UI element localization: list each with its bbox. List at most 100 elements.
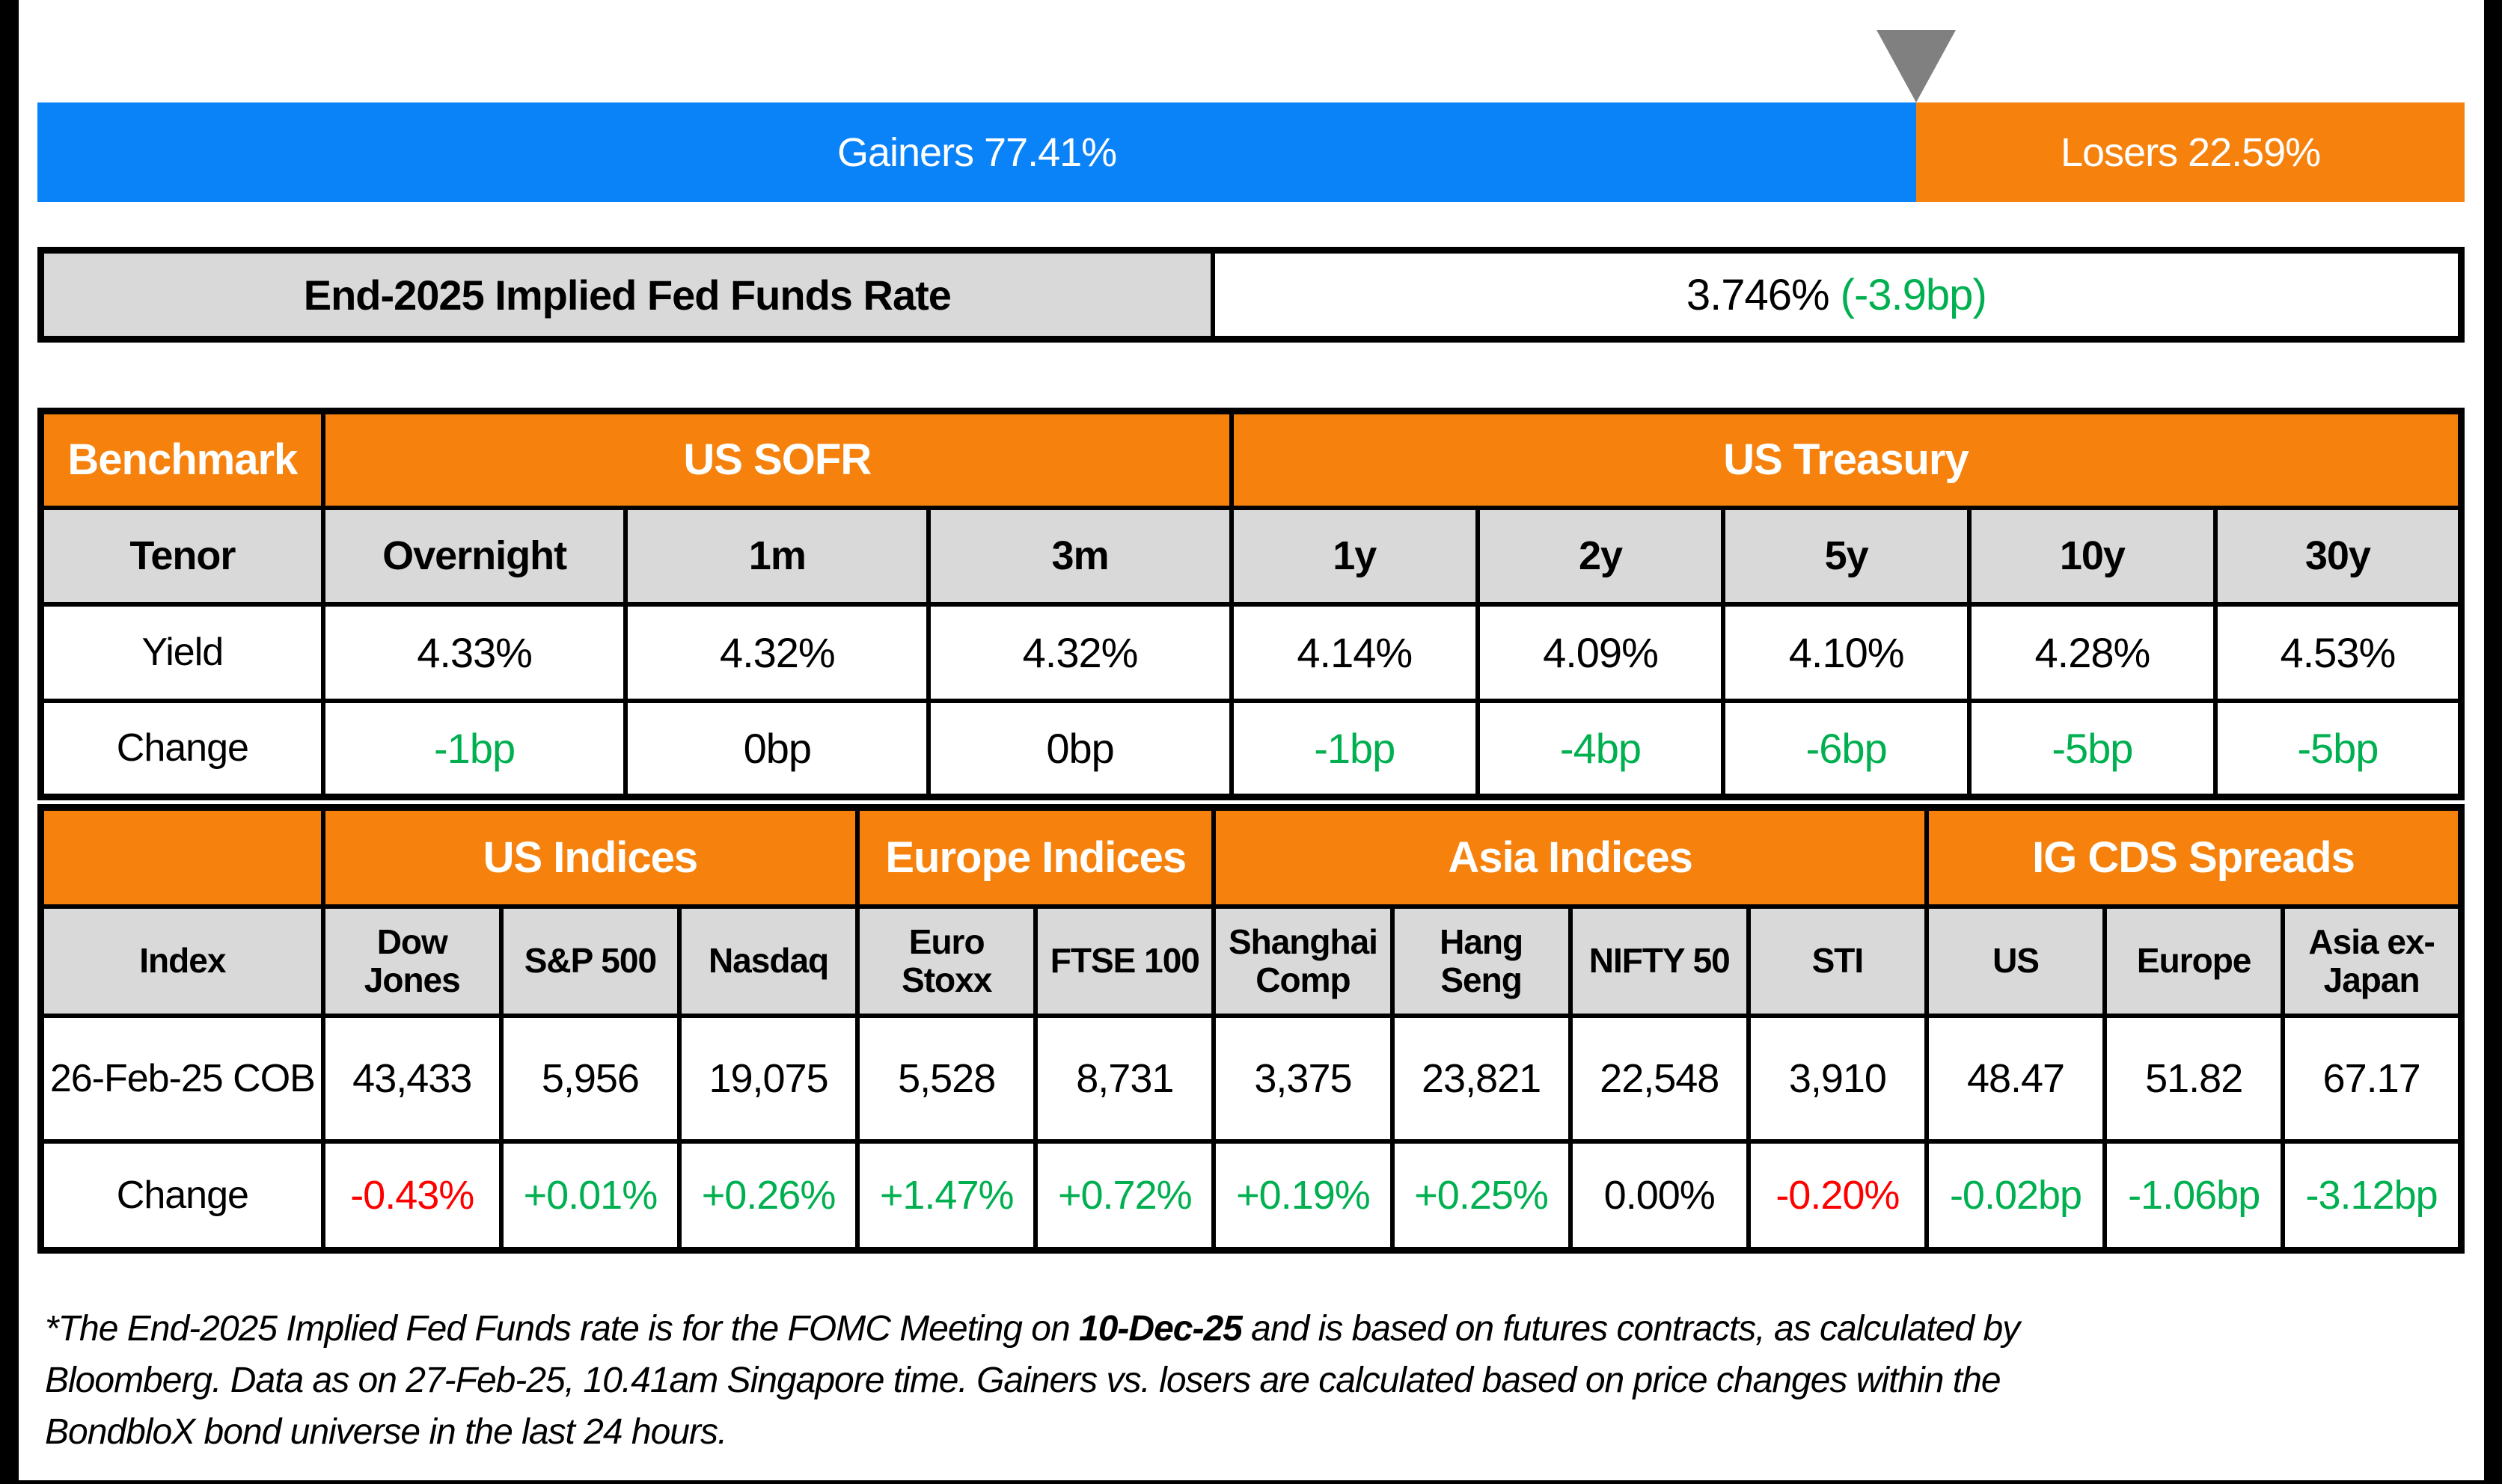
index-change-cell: +0.72% (1033, 1138, 1217, 1253)
index-change-cell: +0.26% (676, 1138, 860, 1253)
index-name-cell: FTSE 100 (1033, 904, 1217, 1018)
bottom-black-border (0, 1480, 2502, 1484)
europe-indices-group-header: Europe Indices (855, 805, 1217, 909)
index-name-cell: Euro Stoxx (855, 904, 1039, 1018)
index-name-cell: Shanghai Comp (1211, 904, 1395, 1018)
index-name-cell: Dow Jones (320, 904, 504, 1018)
index-name-cell: NIFTY 50 (1567, 904, 1751, 1018)
tenor-header-cell: 10y (1967, 505, 2218, 607)
tenor-header-cell: 2y (1475, 505, 1726, 607)
fed-funds-label: End-2025 Implied Fed Funds Rate (44, 254, 1215, 336)
gainers-label: Gainers 77.41% (836, 129, 1117, 175)
footnote-line-3: BondbloX bond universe in the last 24 ho… (45, 1412, 727, 1452)
us-indices-group-header: US Indices (320, 805, 860, 909)
ig-cds-group-header: IG CDS Spreads (1924, 805, 2464, 909)
index-value-cell: 5,956 (498, 1013, 682, 1144)
indices-table: US Indices Europe Indices Asia Indices I… (37, 804, 2465, 1254)
index-change-cell: -3.12bp (2281, 1138, 2464, 1253)
yield-row-label: Yield (38, 601, 325, 703)
fed-funds-rate: 3.746% (1686, 270, 1830, 319)
index-change-cell: -0.20% (1746, 1138, 1929, 1253)
left-black-border (0, 0, 19, 1484)
index-value-cell: 3,375 (1211, 1013, 1395, 1144)
tenor-row-label: Tenor (38, 505, 325, 607)
yield-cell: 4.32% (623, 601, 932, 703)
us-sofr-group-header: US SOFR (320, 408, 1234, 510)
tenor-header-row: Tenor Overnight 1m 3m 1y 2y 5y 10y 30y (38, 505, 2464, 607)
index-change-cell: -1.06bp (2102, 1138, 2286, 1253)
change-cell: -1bp (1229, 698, 1480, 800)
change-cell: 0bp (623, 698, 932, 800)
benchmark-group-header-row: Benchmark US SOFR US Treasury (38, 408, 2464, 510)
footnote: *The End-2025 Implied Fed Funds rate is … (45, 1303, 2469, 1458)
change-cell: -4bp (1475, 698, 1726, 800)
index-value-cell: 3,910 (1746, 1013, 1929, 1144)
benchmark-table: Benchmark US SOFR US Treasury Tenor Over… (37, 408, 2465, 800)
index-change-cell: -0.43% (320, 1138, 504, 1253)
index-change-cell: -0.02bp (1924, 1138, 2108, 1253)
cob-value-row: 26-Feb-25 COB 43,433 5,956 19,075 5,528 … (38, 1013, 2464, 1144)
index-change-cell: 0.00% (1567, 1138, 1751, 1253)
index-value-cell: 22,548 (1567, 1013, 1751, 1144)
yield-cell: 4.14% (1229, 601, 1480, 703)
footnote-text: *The End-2025 Implied Fed Funds rate is … (45, 1309, 1080, 1349)
tenor-header-cell: 3m (926, 505, 1234, 607)
tenor-header-cell: 5y (1721, 505, 1972, 607)
index-name-row: Index Dow Jones S&P 500 Nasdaq Euro Stox… (38, 904, 2464, 1018)
footnote-text: and is based on futures contracts, as ca… (1241, 1309, 2020, 1349)
index-value-cell: 67.17 (2281, 1013, 2464, 1144)
us-treasury-group-header: US Treasury (1229, 408, 2464, 510)
yield-cell: 4.28% (1967, 601, 2218, 703)
tenor-header-cell: 30y (2212, 505, 2464, 607)
index-value-cell: 23,821 (1389, 1013, 1573, 1144)
index-name-cell: Asia ex-Japan (2281, 904, 2464, 1018)
index-name-cell: S&P 500 (498, 904, 682, 1018)
tenor-header-cell: 1y (1229, 505, 1480, 607)
change-cell: -5bp (2212, 698, 2464, 800)
indices-corner-cell (38, 805, 325, 909)
footnote-line-1: *The End-2025 Implied Fed Funds rate is … (45, 1303, 2469, 1355)
index-name-cell: US (1924, 904, 2108, 1018)
index-row-label: Index (38, 904, 325, 1018)
footnote-line-2: Bloomberg. Data as on 27-Feb-25, 10.41am… (45, 1361, 2001, 1400)
yield-cell: 4.09% (1475, 601, 1726, 703)
index-change-cell: +0.01% (498, 1138, 682, 1253)
change-cell: -1bp (320, 698, 628, 800)
index-change-cell: +0.25% (1389, 1138, 1573, 1253)
losers-segment: Losers 22.59% (1916, 102, 2465, 202)
change-cell: 0bp (926, 698, 1234, 800)
losers-label: Losers 22.59% (2060, 129, 2321, 175)
fed-funds-value: 3.746% (-3.9bp) (1214, 254, 2458, 336)
indices-group-header-row: US Indices Europe Indices Asia Indices I… (38, 805, 2464, 909)
split-marker-triangle-icon (1876, 30, 1956, 102)
index-value-cell: 48.47 (1924, 1013, 2108, 1144)
yield-cell: 4.53% (2212, 601, 2464, 703)
footnote-bold-date: 10-Dec-25 (1079, 1309, 1243, 1349)
index-value-cell: 5,528 (855, 1013, 1039, 1144)
index-name-cell: Hang Seng (1389, 904, 1573, 1018)
yield-cell: 4.33% (320, 601, 628, 703)
tenor-header-cell: Overnight (320, 505, 628, 607)
index-value-cell: 43,433 (320, 1013, 504, 1144)
fed-funds-change: (-3.9bp) (1840, 270, 1987, 319)
change-cell: -6bp (1721, 698, 1972, 800)
benchmark-corner-cell: Benchmark (38, 408, 325, 510)
change-row-label: Change (38, 1138, 325, 1253)
index-value-cell: 19,075 (676, 1013, 860, 1144)
yield-cell: 4.32% (926, 601, 1234, 703)
benchmark-change-row: Change -1bp 0bp 0bp -1bp -4bp -6bp -5bp … (38, 698, 2464, 800)
indices-change-row: Change -0.43% +0.01% +0.26% +1.47% +0.72… (38, 1138, 2464, 1253)
index-name-cell: Nasdaq (676, 904, 860, 1018)
cob-row-label: 26-Feb-25 COB (38, 1013, 325, 1144)
change-row-label: Change (38, 698, 325, 800)
yield-row: Yield 4.33% 4.32% 4.32% 4.14% 4.09% 4.10… (38, 601, 2464, 703)
index-value-cell: 51.82 (2102, 1013, 2286, 1144)
yield-cell: 4.10% (1721, 601, 1972, 703)
gainers-segment: Gainers 77.41% (37, 102, 1917, 202)
tenor-header-cell: 1m (623, 505, 932, 607)
index-change-cell: +0.19% (1211, 1138, 1395, 1253)
index-change-cell: +1.47% (855, 1138, 1039, 1253)
right-black-border (2484, 0, 2502, 1484)
asia-indices-group-header: Asia Indices (1211, 805, 1929, 909)
